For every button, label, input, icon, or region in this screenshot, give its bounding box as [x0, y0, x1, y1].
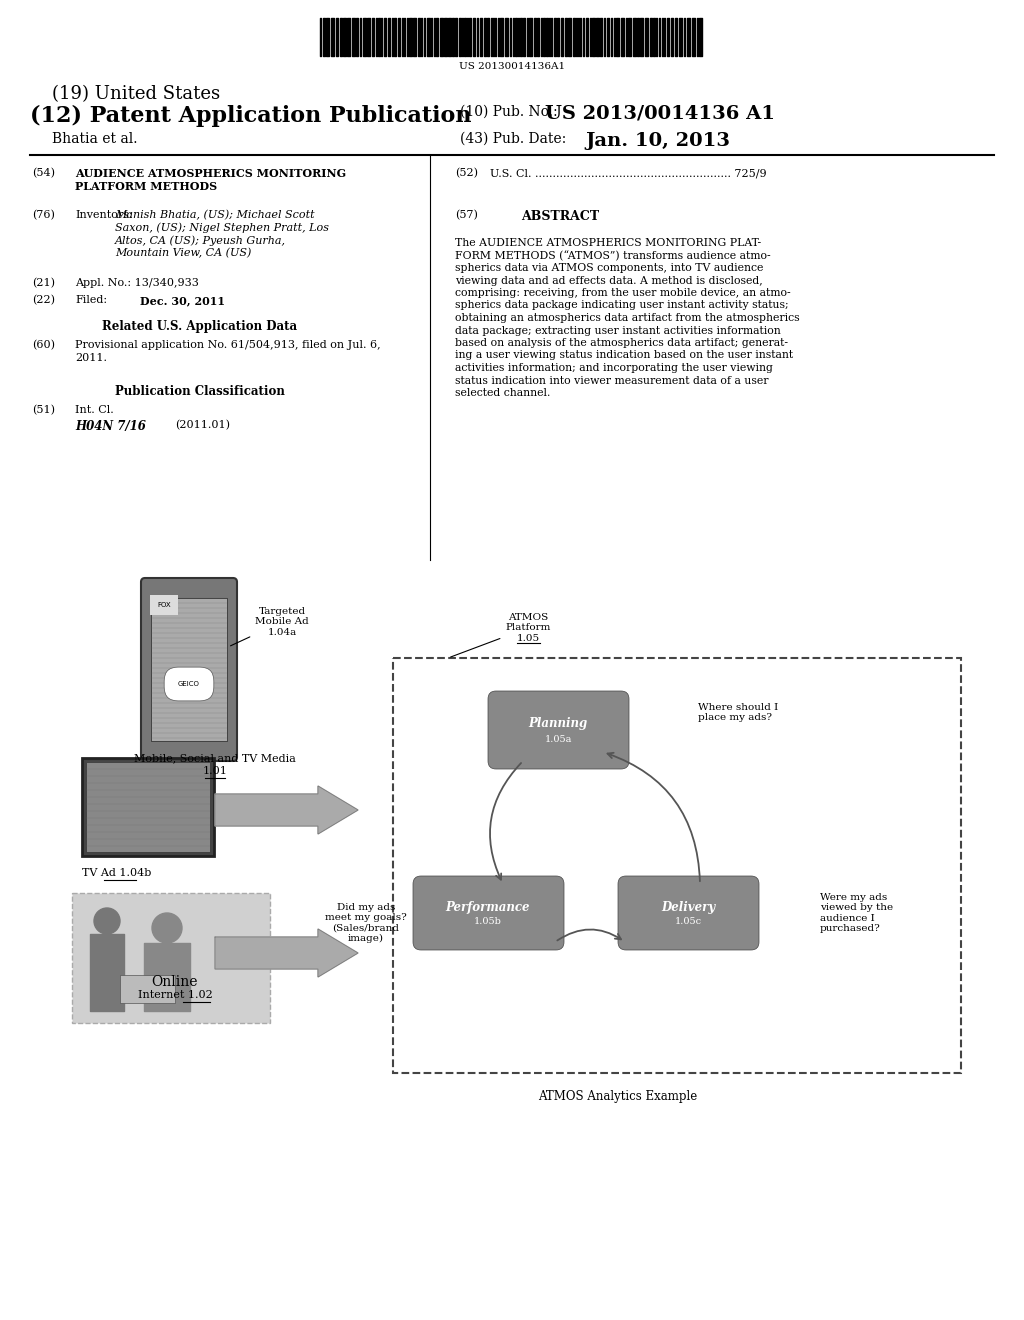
FancyBboxPatch shape	[72, 894, 270, 1023]
FancyBboxPatch shape	[82, 758, 214, 855]
Text: spherics data via ATMOS components, into TV audience: spherics data via ATMOS components, into…	[455, 263, 763, 273]
Text: FOX: FOX	[157, 602, 171, 609]
Text: Inventors:: Inventors:	[75, 210, 133, 220]
Text: (2011.01): (2011.01)	[175, 420, 230, 430]
Text: comprising: receiving, from the user mobile device, an atmo-: comprising: receiving, from the user mob…	[455, 288, 791, 298]
Text: FORM METHODS (“ATMOS”) transforms audience atmo-: FORM METHODS (“ATMOS”) transforms audien…	[455, 251, 771, 261]
Text: TV Ad 1.04b: TV Ad 1.04b	[82, 869, 152, 878]
Text: obtaining an atmospherics data artifact from the atmospherics: obtaining an atmospherics data artifact …	[455, 313, 800, 323]
Text: 1.05b: 1.05b	[474, 917, 502, 927]
Polygon shape	[215, 785, 358, 834]
Text: US 2013/0014136 A1: US 2013/0014136 A1	[545, 106, 775, 123]
Text: Provisional application No. 61/504,913, filed on Jul. 6,: Provisional application No. 61/504,913, …	[75, 341, 381, 350]
Text: ing a user viewing status indication based on the user instant: ing a user viewing status indication bas…	[455, 351, 794, 360]
FancyBboxPatch shape	[488, 690, 629, 770]
Text: US 20130014136A1: US 20130014136A1	[459, 62, 565, 71]
Text: ABSTRACT: ABSTRACT	[521, 210, 599, 223]
Text: ATMOS Analytics Example: ATMOS Analytics Example	[539, 1090, 697, 1104]
Text: (52): (52)	[455, 168, 478, 178]
Text: Altos, CA (US); Pyeush Gurha,: Altos, CA (US); Pyeush Gurha,	[115, 235, 286, 246]
Text: (43) Pub. Date:: (43) Pub. Date:	[460, 132, 566, 147]
Text: GEICO: GEICO	[178, 681, 200, 686]
Text: 1.05c: 1.05c	[675, 917, 701, 927]
Text: Publication Classification: Publication Classification	[115, 385, 285, 399]
Text: Did my ads
meet my goals?
(Sales/brand
image): Did my ads meet my goals? (Sales/brand i…	[326, 903, 407, 944]
Text: PLATFORM METHODS: PLATFORM METHODS	[75, 181, 217, 191]
Text: (10) Pub. No.:: (10) Pub. No.:	[460, 106, 558, 119]
FancyBboxPatch shape	[151, 598, 227, 741]
Text: viewing data and ad effects data. A method is disclosed,: viewing data and ad effects data. A meth…	[455, 276, 763, 285]
Text: (57): (57)	[455, 210, 478, 220]
Text: Dec. 30, 2011: Dec. 30, 2011	[140, 294, 225, 306]
Text: data package; extracting user instant activities information: data package; extracting user instant ac…	[455, 326, 780, 335]
Text: Appl. No.: 13/340,933: Appl. No.: 13/340,933	[75, 279, 199, 288]
Text: The AUDIENCE ATMOSPHERICS MONITORING PLAT-: The AUDIENCE ATMOSPHERICS MONITORING PLA…	[455, 238, 761, 248]
Text: Int. Cl.: Int. Cl.	[75, 405, 114, 414]
Text: (60): (60)	[32, 341, 55, 350]
Text: Saxon, (US); Nigel Stephen Pratt, Los: Saxon, (US); Nigel Stephen Pratt, Los	[115, 223, 329, 234]
Text: AUDIENCE ATMOSPHERICS MONITORING: AUDIENCE ATMOSPHERICS MONITORING	[75, 168, 346, 180]
Circle shape	[94, 908, 120, 935]
Text: 1.01: 1.01	[203, 766, 227, 776]
Text: based on analysis of the atmospherics data artifact; generat-: based on analysis of the atmospherics da…	[455, 338, 788, 348]
Polygon shape	[215, 929, 358, 977]
Text: Where should I
place my ads?: Where should I place my ads?	[698, 704, 778, 722]
Text: (51): (51)	[32, 405, 55, 416]
Text: 2011.: 2011.	[75, 352, 106, 363]
FancyBboxPatch shape	[413, 876, 564, 950]
Text: H04N 7/16: H04N 7/16	[75, 420, 145, 433]
Text: Online: Online	[152, 975, 199, 989]
Text: status indication into viewer measurement data of a user: status indication into viewer measuremen…	[455, 375, 768, 385]
Text: Targeted
Mobile Ad
1.04a: Targeted Mobile Ad 1.04a	[230, 607, 309, 645]
Text: (22): (22)	[32, 294, 55, 305]
Text: 1.05a: 1.05a	[545, 734, 571, 743]
Circle shape	[152, 913, 182, 942]
Text: (76): (76)	[32, 210, 55, 220]
Text: Manish Bhatia, (US); Michael Scott: Manish Bhatia, (US); Michael Scott	[115, 210, 314, 220]
Text: Internet 1.02: Internet 1.02	[137, 990, 212, 1001]
Text: Were my ads
viewed by the
audience I
purchased?: Were my ads viewed by the audience I pur…	[820, 894, 893, 933]
Text: Delivery: Delivery	[660, 900, 715, 913]
Text: (54): (54)	[32, 168, 55, 178]
Text: selected channel.: selected channel.	[455, 388, 550, 399]
Text: ATMOS
Platform
1.05: ATMOS Platform 1.05	[451, 612, 551, 657]
Text: Performance: Performance	[445, 900, 530, 913]
Text: (19) United States: (19) United States	[52, 84, 220, 103]
Text: (21): (21)	[32, 279, 55, 288]
Text: Related U.S. Application Data: Related U.S. Application Data	[102, 319, 298, 333]
Text: (12) Patent Application Publication: (12) Patent Application Publication	[30, 106, 471, 127]
Text: activities information; and incorporating the user viewing: activities information; and incorporatin…	[455, 363, 773, 374]
Text: Filed:: Filed:	[75, 294, 108, 305]
FancyBboxPatch shape	[141, 578, 237, 762]
Text: Mobile, Social and TV Media: Mobile, Social and TV Media	[134, 752, 296, 763]
FancyBboxPatch shape	[618, 876, 759, 950]
FancyBboxPatch shape	[120, 975, 175, 1003]
FancyBboxPatch shape	[86, 762, 210, 851]
Text: spherics data package indicating user instant activity status;: spherics data package indicating user in…	[455, 301, 788, 310]
Text: Jan. 10, 2013: Jan. 10, 2013	[585, 132, 730, 150]
Text: Mountain View, CA (US): Mountain View, CA (US)	[115, 248, 251, 257]
Text: U.S. Cl. ........................................................ 725/9: U.S. Cl. ...............................…	[490, 168, 767, 178]
Text: Bhatia et al.: Bhatia et al.	[52, 132, 137, 147]
Text: Planning: Planning	[528, 718, 588, 730]
